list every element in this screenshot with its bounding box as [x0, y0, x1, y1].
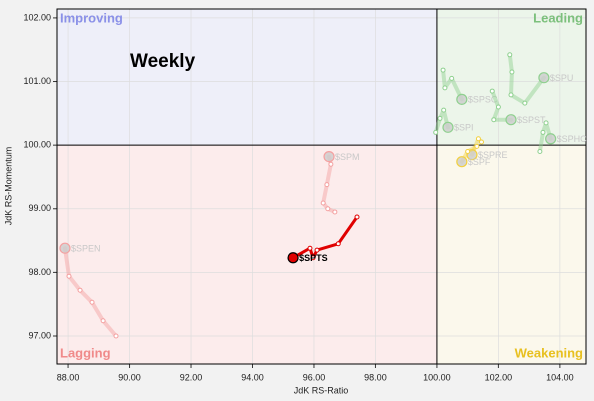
y-tick-label: 101.00: [23, 76, 51, 86]
trail-point: [540, 129, 546, 135]
trail-point: [332, 209, 338, 215]
x-tick-label: 100.00: [423, 372, 451, 382]
trail-head: [442, 121, 454, 133]
series-label: $SPU: [550, 73, 574, 83]
series-label: $SPM: [335, 152, 360, 162]
x-tick-label: 90.00: [118, 372, 141, 382]
quadrant-label: Leading: [533, 10, 583, 25]
trail-point: [465, 149, 471, 155]
trail-point: [437, 115, 443, 121]
trail: [441, 68, 464, 102]
trail-point: [537, 149, 543, 155]
x-tick-label: 102.00: [485, 372, 513, 382]
trail: [433, 108, 450, 135]
y-tick-label: 99.00: [28, 203, 51, 213]
trail-point: [66, 273, 72, 279]
trail-point: [441, 107, 447, 113]
series-label: $SPI: [454, 123, 474, 133]
y-tick-label: 98.00: [28, 267, 51, 277]
trail-point: [328, 161, 334, 167]
y-tick-label: 97.00: [28, 330, 51, 340]
x-tick-label: 104.00: [546, 372, 574, 382]
trail-head: [287, 252, 299, 264]
series-label: $SPTS: [299, 253, 328, 263]
trail-point: [325, 206, 331, 212]
y-axis-title: JdK RS-Momentum: [3, 147, 13, 226]
trail-point: [474, 143, 480, 149]
trail-point: [507, 52, 513, 58]
x-tick-label: 94.00: [241, 372, 264, 382]
y-tick-label: 102.00: [23, 12, 51, 22]
trail-point: [335, 241, 341, 247]
trail-point: [442, 85, 448, 91]
quadrant: [436, 145, 586, 364]
y-tick-label: 100.00: [23, 140, 51, 150]
series-label: $SPEN: [71, 244, 101, 254]
trail-point: [89, 299, 95, 305]
trail-point: [440, 67, 446, 73]
trail-point: [543, 120, 549, 126]
plot-border: [56, 8, 587, 365]
trail-head: [545, 133, 557, 145]
quadrant: [57, 9, 437, 146]
trail-head: [456, 156, 468, 168]
plot-area: [57, 9, 586, 364]
trail-point: [100, 318, 106, 324]
trail-point: [475, 136, 481, 142]
trail-point: [113, 333, 119, 339]
trail-point: [478, 139, 484, 145]
trail-point: [522, 100, 528, 106]
trail-point: [320, 200, 326, 206]
series-label: $SPSC: [468, 95, 498, 105]
trail-point: [449, 75, 455, 81]
x-tick-label: 96.00: [303, 372, 326, 382]
trail-point: [508, 92, 514, 98]
trail: [490, 89, 513, 122]
series-label: $SPRE: [478, 150, 508, 160]
trail-head: [505, 114, 517, 126]
x-tick-label: 98.00: [364, 372, 387, 382]
series-label: $SPHC: [557, 134, 588, 144]
annotation: Weekly: [130, 51, 196, 72]
trail-point: [509, 69, 515, 75]
x-tick-label: 92.00: [180, 372, 203, 382]
trail-head: [538, 72, 550, 84]
trail-point: [489, 88, 495, 94]
trail-point: [310, 255, 316, 261]
trail-point: [495, 104, 501, 110]
series-label: $SPF: [468, 157, 491, 167]
trail-point: [433, 129, 439, 135]
trail-point: [354, 214, 360, 220]
quadrant: [57, 145, 437, 364]
trail: [62, 246, 119, 339]
quadrant-label: Weakening: [515, 345, 583, 360]
trail: [537, 120, 553, 154]
trail: [291, 215, 359, 260]
trail-head: [323, 150, 335, 163]
quadrant-label: Lagging: [60, 345, 111, 360]
quadrant-label: Improving: [60, 10, 123, 25]
trail-head: [59, 242, 71, 254]
trail-point: [77, 287, 83, 293]
trail-point: [307, 245, 313, 251]
x-tick-label: 88.00: [57, 372, 80, 382]
trail-point: [491, 117, 497, 123]
trail-point: [324, 182, 330, 188]
series-label: $SPST: [517, 115, 546, 125]
trail-point: [314, 247, 320, 253]
trail-head: [456, 93, 468, 105]
x-axis-title: JdK RS-Ratio: [294, 385, 349, 395]
